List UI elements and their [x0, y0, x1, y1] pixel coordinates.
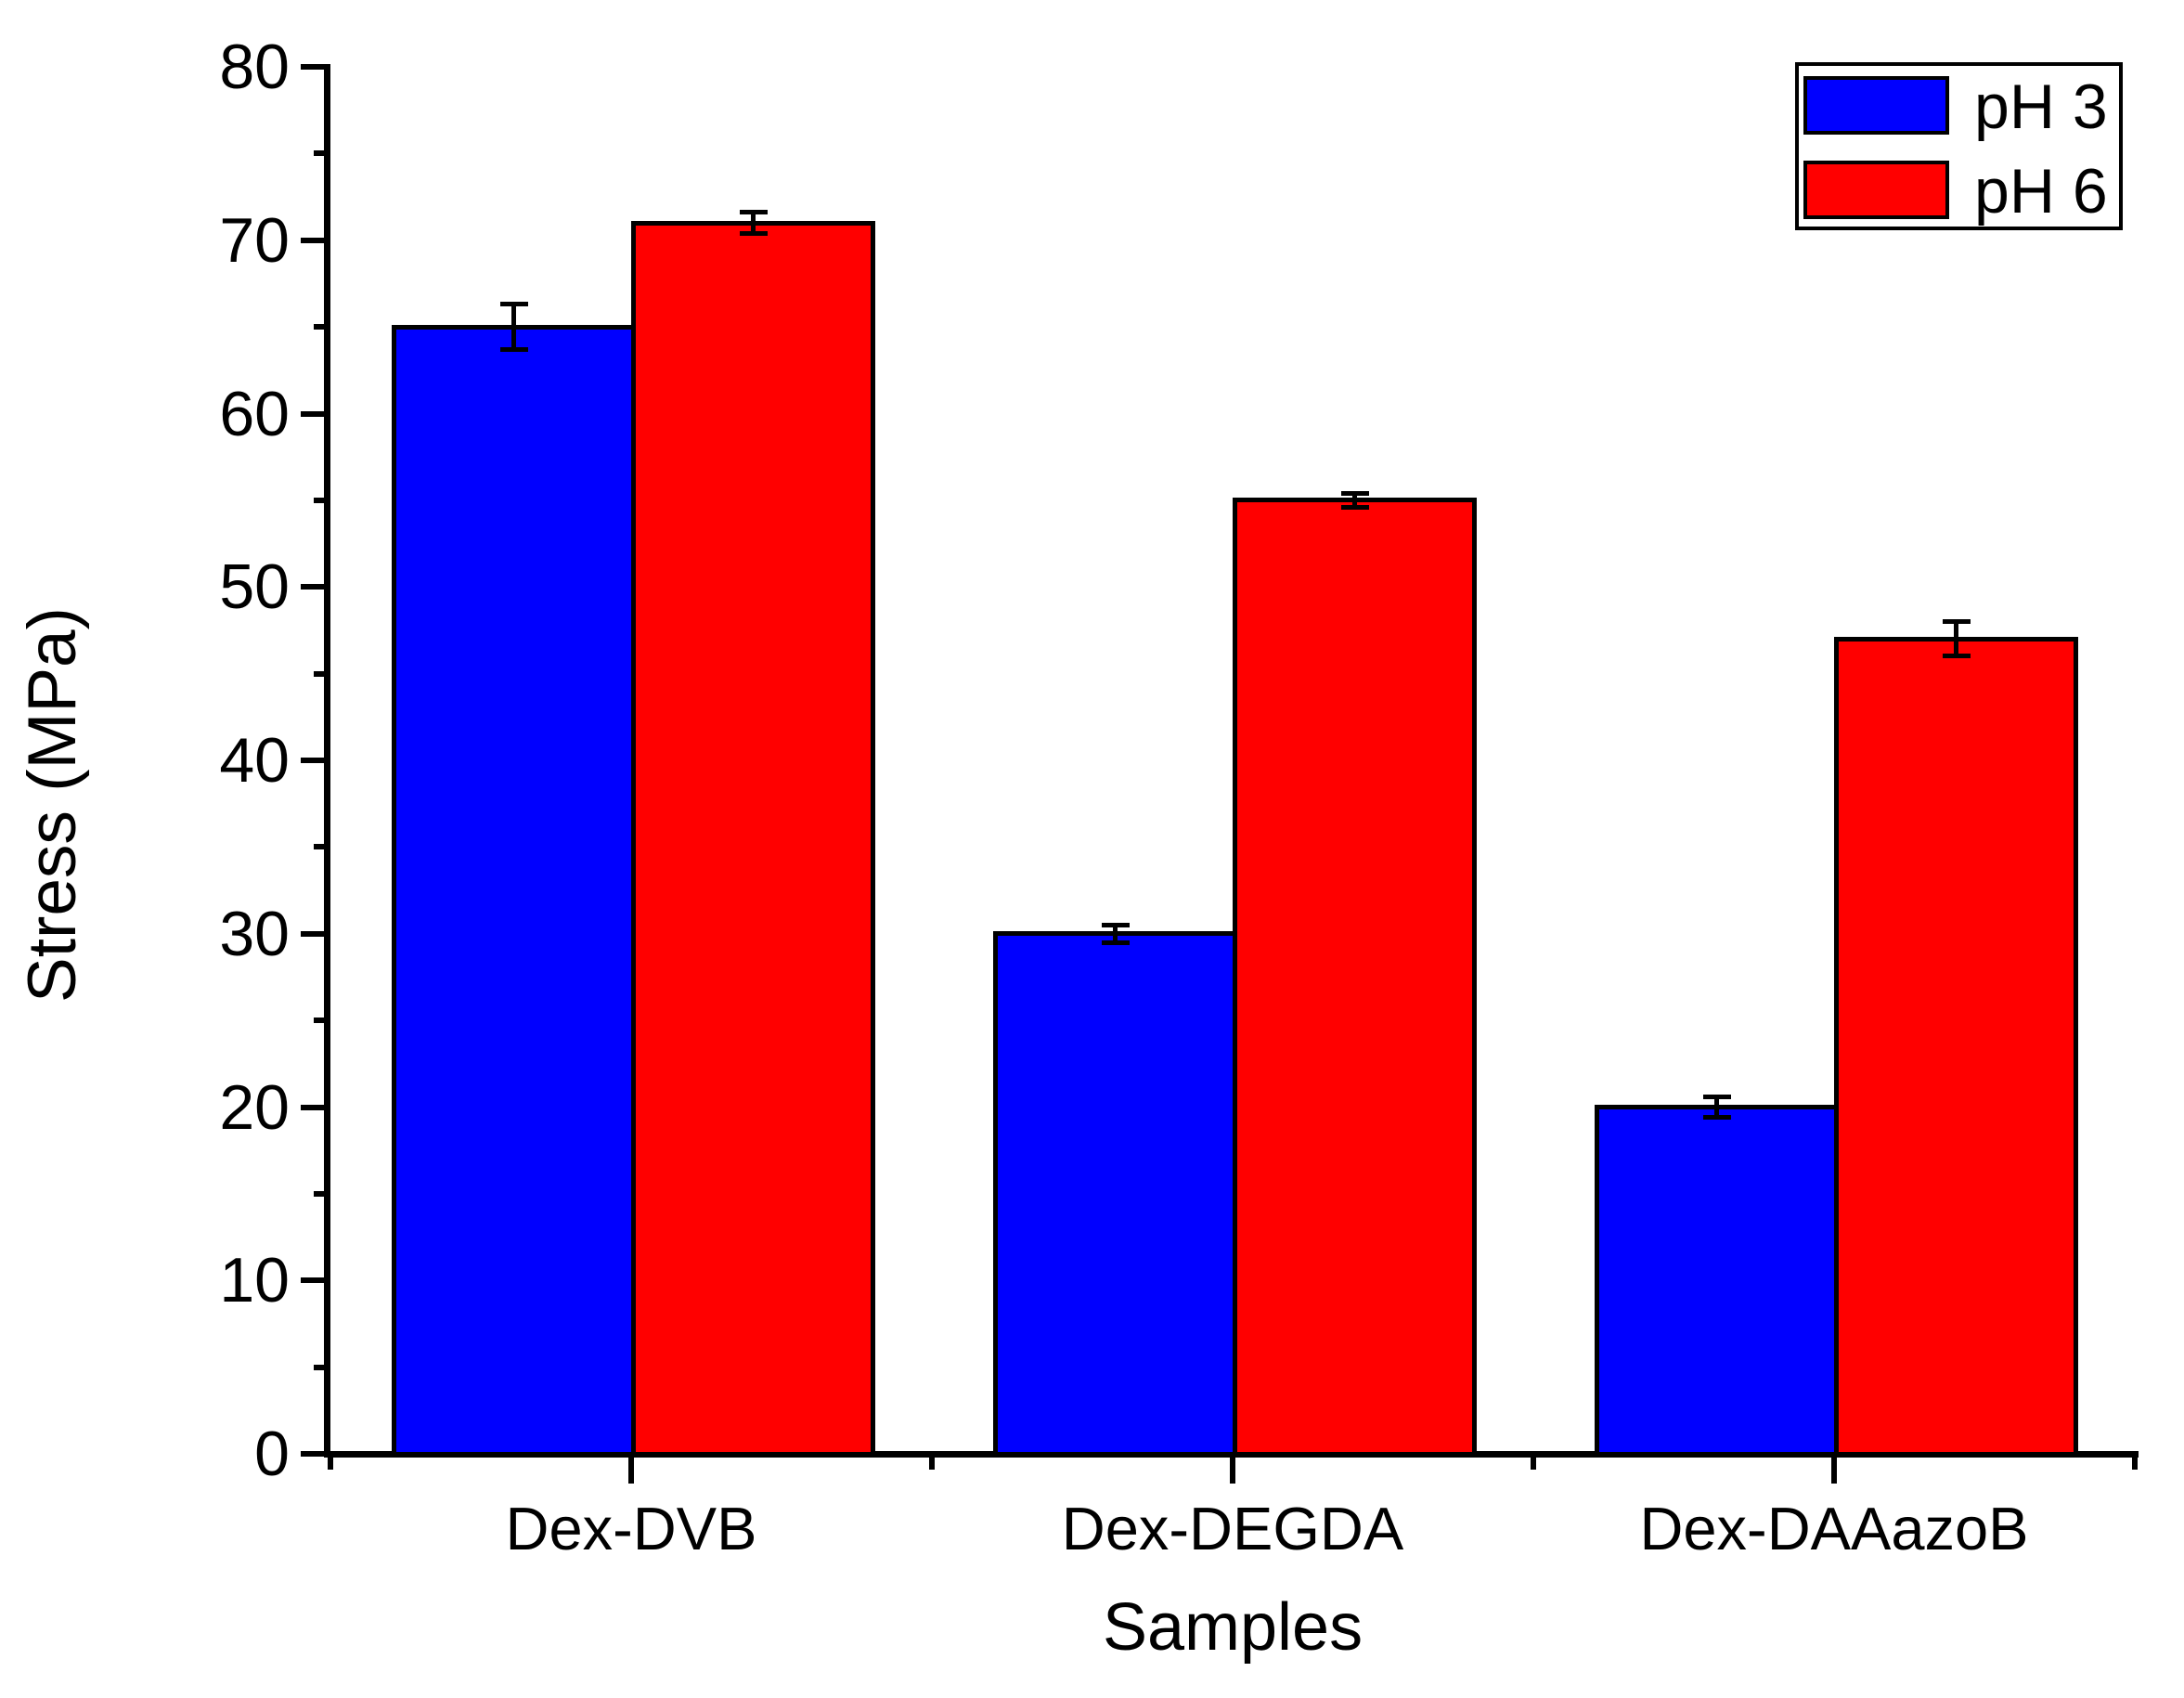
y-major-tick: [301, 1277, 330, 1284]
legend-swatch-ph3: [1803, 76, 1949, 135]
error-bar-ph-3-dex-degda: [1113, 925, 1118, 943]
bar-ph-6-dex-dvb: [631, 220, 875, 1457]
x-tick-label-dex-daaazob: Dex-DAAazoB: [1639, 1495, 2029, 1562]
y-major-tick: [301, 584, 330, 590]
x-tick-label-dex-dvb: Dex-DVB: [505, 1495, 757, 1562]
x-minor-tick: [929, 1457, 935, 1470]
y-tick-label: 80: [219, 32, 290, 102]
y-major-tick: [301, 237, 330, 243]
legend-item-ph3: pH 3: [1799, 71, 2119, 142]
x-minor-tick: [2132, 1457, 2138, 1470]
y-major-tick: [301, 1104, 330, 1110]
bar-ph-3-dex-dvb: [392, 324, 636, 1457]
y-tick-label: 40: [219, 725, 290, 796]
legend-label-ph6: pH 6: [1974, 156, 2108, 227]
error-cap-top-ph-6-dex-degda: [1340, 490, 1369, 496]
y-minor-tick: [314, 844, 330, 850]
y-tick-label: 10: [219, 1245, 290, 1316]
error-cap-bottom-ph-3-dex-daaazob: [1702, 1115, 1731, 1121]
error-cap-top-ph-3-dex-degda: [1101, 922, 1130, 927]
y-major-tick: [301, 1451, 330, 1457]
error-bar-ph-6-dex-degda: [1352, 493, 1357, 508]
y-tick-label: 20: [219, 1071, 290, 1143]
bar-ph-3-dex-daaazob: [1595, 1105, 1839, 1457]
y-tick-label: 30: [219, 898, 290, 969]
error-cap-bottom-ph-3-dex-dvb: [499, 346, 528, 352]
error-cap-top-ph-3-dex-daaazob: [1702, 1094, 1731, 1099]
y-minor-tick: [314, 150, 330, 157]
error-cap-bottom-ph-6-dex-dvb: [739, 230, 768, 236]
error-cap-top-ph-3-dex-dvb: [499, 302, 528, 307]
x-tick-label-dex-degda: Dex-DEGDA: [1061, 1495, 1404, 1562]
error-cap-top-ph-6-dex-dvb: [739, 210, 768, 215]
y-major-tick: [301, 758, 330, 763]
x-major-tick: [1230, 1457, 1235, 1484]
error-cap-bottom-ph-3-dex-degda: [1101, 940, 1130, 945]
bar-ph-6-dex-degda: [1233, 498, 1477, 1457]
x-major-tick: [1831, 1457, 1837, 1484]
y-minor-tick: [314, 1190, 330, 1197]
bar-ph-6-dex-daaazob: [1834, 636, 2078, 1457]
y-tick-label: 50: [219, 551, 290, 623]
x-minor-tick: [328, 1457, 333, 1470]
legend-swatch-ph6: [1803, 161, 1949, 219]
bar-ph-3-dex-degda: [993, 931, 1237, 1457]
y-minor-tick: [314, 497, 330, 503]
y-tick-label: 70: [219, 204, 290, 276]
error-bar-ph-6-dex-daaazob: [1954, 621, 1958, 656]
error-cap-top-ph-6-dex-daaazob: [1942, 619, 1971, 625]
legend-item-ph6: pH 6: [1799, 156, 2119, 227]
error-cap-bottom-ph-6-dex-daaazob: [1942, 654, 1971, 659]
y-minor-tick: [314, 1364, 330, 1370]
y-major-tick: [301, 930, 330, 937]
y-major-tick: [301, 64, 330, 70]
legend: pH 3 pH 6: [1795, 62, 2123, 230]
x-major-tick: [628, 1457, 634, 1484]
error-cap-bottom-ph-6-dex-degda: [1340, 504, 1369, 510]
y-tick-label: 60: [219, 378, 290, 449]
legend-label-ph3: pH 3: [1974, 71, 2108, 142]
error-bar-ph-3-dex-daaazob: [1714, 1096, 1719, 1118]
x-axis-title: Samples: [1102, 1590, 1363, 1665]
y-minor-tick: [314, 1018, 330, 1024]
y-major-tick: [301, 410, 330, 417]
x-minor-tick: [1531, 1457, 1536, 1470]
y-minor-tick: [314, 324, 330, 331]
error-bar-ph-6-dex-dvb: [751, 212, 756, 234]
error-bar-ph-3-dex-dvb: [511, 304, 516, 350]
y-tick-label: 0: [254, 1419, 290, 1489]
y-minor-tick: [314, 670, 330, 677]
